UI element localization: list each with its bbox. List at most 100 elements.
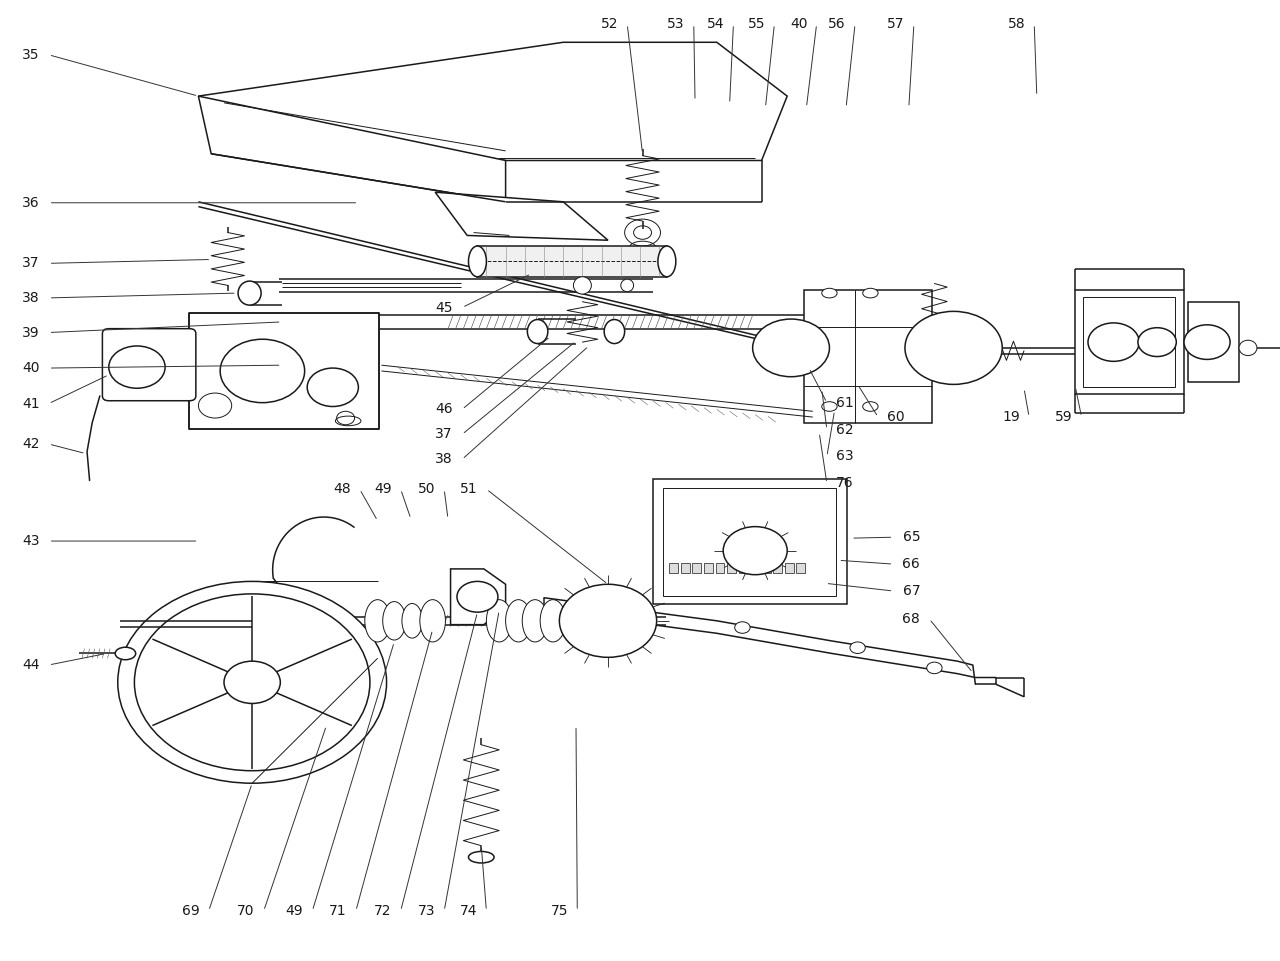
Bar (681, 563, 690, 573)
Polygon shape (435, 192, 608, 240)
Text: 70: 70 (237, 904, 255, 918)
Text: 19: 19 (1002, 410, 1020, 424)
Bar (762, 563, 771, 573)
Bar (653, 479, 847, 604)
Text: 56: 56 (828, 17, 846, 31)
Text: 65: 65 (902, 530, 920, 544)
Text: 57: 57 (887, 17, 905, 31)
Text: 43: 43 (22, 534, 40, 548)
Bar (727, 563, 736, 573)
Circle shape (224, 661, 280, 703)
Bar (663, 488, 836, 596)
Text: 59: 59 (1055, 410, 1073, 424)
Ellipse shape (561, 600, 586, 642)
Circle shape (198, 393, 232, 418)
Circle shape (109, 346, 165, 388)
Text: 50: 50 (417, 482, 435, 496)
Ellipse shape (522, 600, 548, 642)
Text: 74: 74 (460, 904, 477, 918)
Text: 46: 46 (435, 403, 453, 416)
Text: 49: 49 (285, 904, 303, 918)
Text: 75: 75 (550, 904, 568, 918)
Ellipse shape (506, 600, 531, 642)
Circle shape (457, 581, 498, 612)
Text: 68: 68 (902, 612, 920, 626)
Bar (750, 563, 759, 573)
Text: 51: 51 (460, 482, 477, 496)
Bar (189, 313, 379, 429)
Text: 58: 58 (1007, 17, 1025, 31)
Text: 38: 38 (22, 291, 40, 305)
Ellipse shape (863, 288, 878, 298)
Text: 44: 44 (22, 658, 40, 672)
Circle shape (735, 622, 750, 633)
Circle shape (768, 331, 814, 365)
Circle shape (220, 339, 305, 403)
Bar (785, 563, 794, 573)
Circle shape (559, 584, 657, 657)
Bar (716, 563, 724, 573)
Bar (1188, 302, 1239, 382)
Ellipse shape (468, 851, 494, 863)
Circle shape (1184, 325, 1230, 359)
Polygon shape (198, 42, 787, 160)
Circle shape (927, 662, 942, 674)
Ellipse shape (621, 279, 634, 291)
Circle shape (723, 527, 787, 575)
Ellipse shape (658, 246, 676, 277)
Bar (796, 563, 805, 573)
Text: 55: 55 (748, 17, 765, 31)
Polygon shape (198, 96, 506, 202)
Text: 73: 73 (417, 904, 435, 918)
Ellipse shape (365, 600, 390, 642)
Text: 38: 38 (435, 453, 453, 466)
Text: 37: 37 (435, 428, 453, 441)
Text: 53: 53 (667, 17, 685, 31)
Circle shape (753, 319, 829, 377)
Text: 71: 71 (329, 904, 347, 918)
Ellipse shape (468, 246, 486, 277)
Text: 40: 40 (22, 361, 40, 375)
Circle shape (905, 311, 1002, 384)
Text: 63: 63 (836, 450, 854, 463)
Text: 76: 76 (836, 477, 854, 490)
Ellipse shape (604, 319, 625, 343)
Circle shape (923, 325, 984, 371)
Bar (692, 563, 701, 573)
Circle shape (118, 581, 387, 783)
Ellipse shape (115, 648, 136, 659)
Bar (1075, 290, 1184, 394)
Circle shape (581, 600, 596, 611)
Text: 48: 48 (333, 482, 351, 496)
Ellipse shape (486, 600, 512, 642)
Ellipse shape (527, 319, 548, 343)
Ellipse shape (579, 600, 604, 642)
Ellipse shape (420, 600, 445, 642)
Bar (773, 563, 782, 573)
Bar (804, 290, 932, 423)
Circle shape (1138, 328, 1176, 357)
Text: 72: 72 (374, 904, 392, 918)
Ellipse shape (238, 281, 261, 306)
Text: 61: 61 (836, 396, 854, 409)
Text: 54: 54 (707, 17, 724, 31)
Text: 41: 41 (22, 397, 40, 410)
Ellipse shape (402, 604, 422, 638)
Ellipse shape (383, 602, 406, 640)
FancyBboxPatch shape (102, 329, 196, 401)
Circle shape (134, 594, 370, 771)
Text: 40: 40 (790, 17, 808, 31)
Text: 62: 62 (836, 423, 854, 436)
Ellipse shape (822, 288, 837, 298)
Text: 67: 67 (902, 584, 920, 598)
Text: 45: 45 (435, 301, 453, 314)
Text: 49: 49 (374, 482, 392, 496)
Ellipse shape (1239, 340, 1257, 356)
Ellipse shape (573, 277, 591, 294)
Bar (669, 563, 678, 573)
Text: 60: 60 (887, 410, 905, 424)
Text: 69: 69 (182, 904, 200, 918)
Text: 66: 66 (902, 557, 920, 571)
Circle shape (572, 594, 644, 648)
Polygon shape (451, 569, 506, 625)
